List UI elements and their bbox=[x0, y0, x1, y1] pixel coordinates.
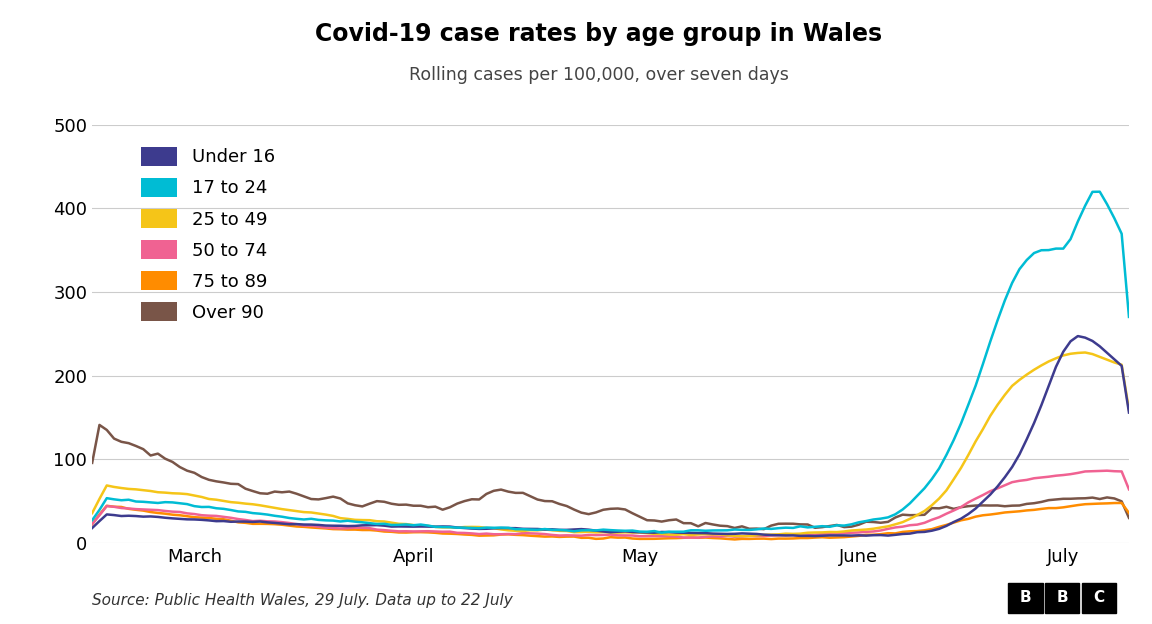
Text: Covid-19 case rates by age group in Wales: Covid-19 case rates by age group in Wale… bbox=[316, 22, 882, 46]
Text: B: B bbox=[1020, 590, 1031, 605]
Text: Rolling cases per 100,000, over seven days: Rolling cases per 100,000, over seven da… bbox=[409, 66, 789, 84]
Text: B: B bbox=[1056, 590, 1068, 605]
Text: Source: Public Health Wales, 29 July. Data up to 22 July: Source: Public Health Wales, 29 July. Da… bbox=[92, 593, 513, 608]
Text: C: C bbox=[1093, 590, 1105, 605]
Legend: Under 16, 17 to 24, 25 to 49, 50 to 74, 75 to 89, Over 90: Under 16, 17 to 24, 25 to 49, 50 to 74, … bbox=[132, 138, 285, 331]
